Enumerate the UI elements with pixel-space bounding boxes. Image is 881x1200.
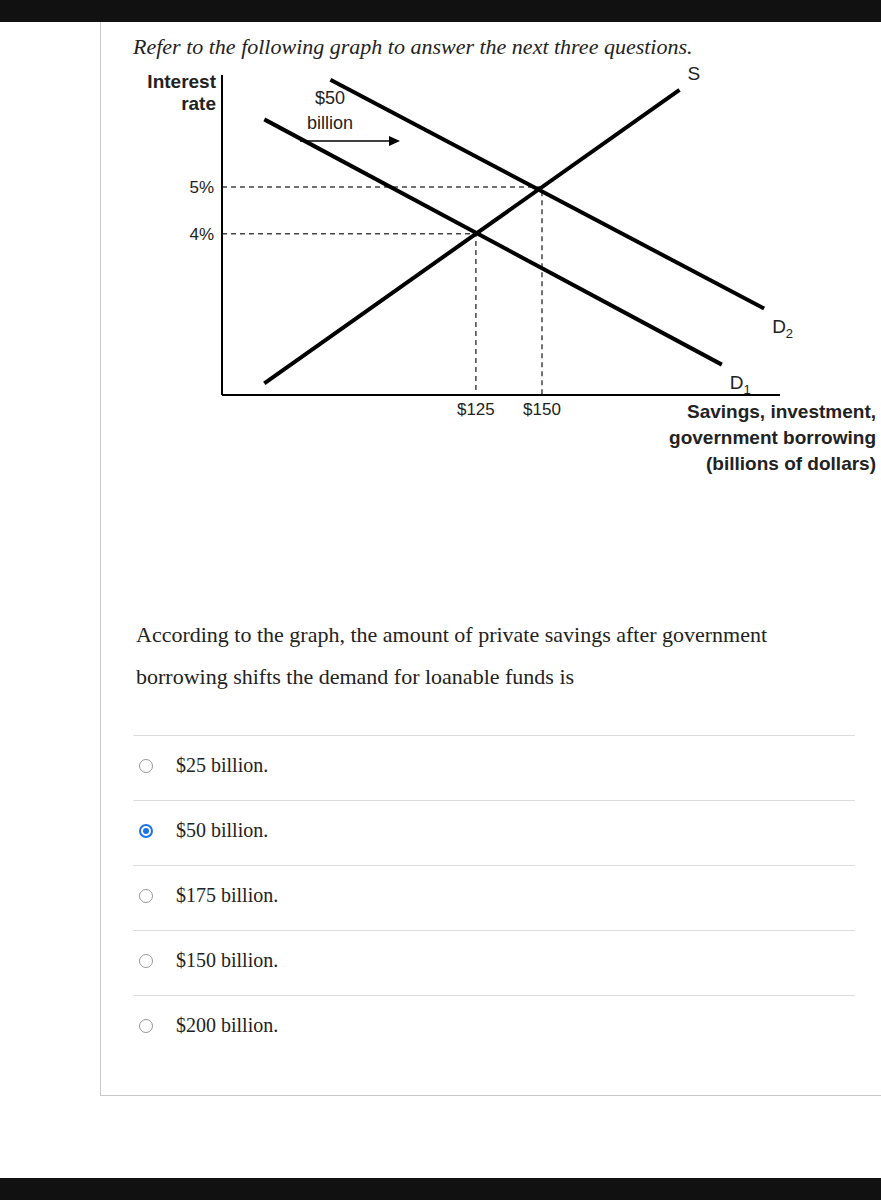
svg-text:S: S [688,63,701,84]
svg-text:$150: $150 [523,400,561,419]
svg-text:$125: $125 [457,400,495,419]
svg-text:5%: 5% [189,178,214,197]
svg-text:4%: 4% [189,225,214,244]
svg-text:$50billion: $50billion [307,88,353,133]
html-text:$150 billion.: $150 billion. [176,949,279,971]
html-text:$175 billion.: $175 billion. [176,884,279,906]
html-text:$50 billion.: $50 billion. [176,819,269,841]
svg-text:D2: D2 [772,316,793,341]
svg-text:Interestrate: Interestrate [147,71,216,114]
svg-text:Savings, investment,government: Savings, investment,government borrowing… [669,401,873,474]
html-text:Refer to the following graph t: Refer to the following graph to answer t… [133,34,693,59]
svg-text:D1: D1 [730,372,751,397]
html-text:According to the graph, the am: According to the graph, the amount of pr… [136,622,768,689]
html-text:$25 billion.: $25 billion. [176,754,269,776]
html-text:$200 billion.: $200 billion. [176,1014,279,1036]
